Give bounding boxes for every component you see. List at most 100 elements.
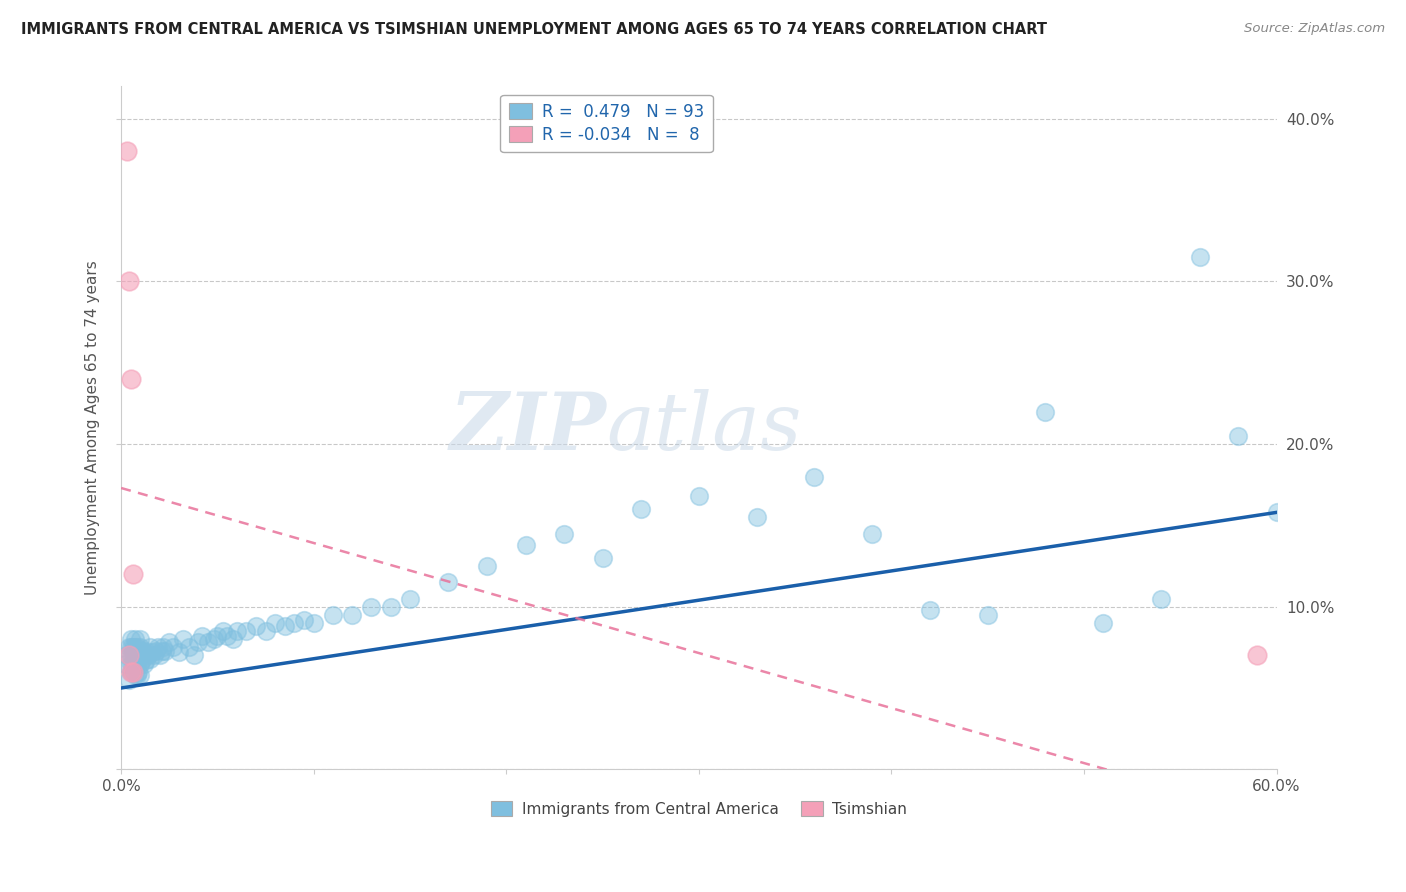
Point [157, 635, 180, 649]
Point [131, 653, 153, 667]
Point [135, 643, 157, 657]
Point [125, 657, 148, 671]
Point [134, 645, 156, 659]
Point [127, 643, 149, 657]
Point [124, 632, 146, 647]
Point [141, 645, 163, 659]
Point [121, 567, 143, 582]
Point [129, 640, 152, 655]
Point [135, 653, 157, 667]
Point [124, 668, 146, 682]
Point [197, 635, 219, 649]
Point [120, 632, 142, 647]
Point [139, 640, 162, 655]
Point [475, 559, 498, 574]
Point [149, 648, 172, 663]
Point [202, 632, 225, 647]
Point [129, 648, 152, 663]
Point [207, 629, 229, 643]
Point [120, 665, 142, 679]
Point [322, 607, 344, 622]
Point [124, 657, 146, 671]
Point [124, 648, 146, 663]
Legend: Immigrants from Central America, Tsimshian: Immigrants from Central America, Tsimshi… [485, 796, 912, 823]
Point [139, 651, 162, 665]
Point [172, 632, 194, 647]
Text: ZIP: ZIP [450, 389, 606, 467]
Text: atlas: atlas [606, 389, 801, 467]
Point [235, 624, 257, 638]
Point [1227, 429, 1250, 443]
Point [146, 640, 169, 655]
Point [145, 643, 167, 657]
Point [129, 668, 152, 682]
Point [688, 489, 710, 503]
Point [118, 640, 141, 655]
Point [125, 668, 148, 682]
Point [1092, 615, 1115, 630]
Point [127, 665, 149, 679]
Point [121, 665, 143, 679]
Point [114, 657, 136, 671]
Point [136, 648, 159, 663]
Point [129, 632, 152, 647]
Point [630, 502, 652, 516]
Point [437, 575, 460, 590]
Text: Source: ZipAtlas.com: Source: ZipAtlas.com [1244, 22, 1385, 36]
Point [976, 607, 998, 622]
Point [121, 657, 143, 671]
Point [162, 640, 184, 655]
Text: IMMIGRANTS FROM CENTRAL AMERICA VS TSIMSHIAN UNEMPLOYMENT AMONG AGES 65 TO 74 YE: IMMIGRANTS FROM CENTRAL AMERICA VS TSIMS… [21, 22, 1047, 37]
Point [745, 510, 768, 524]
Point [124, 640, 146, 655]
Point [125, 640, 148, 655]
Y-axis label: Unemployment Among Ages 65 to 74 years: Unemployment Among Ages 65 to 74 years [86, 260, 100, 595]
Point [803, 469, 825, 483]
Point [222, 632, 245, 647]
Point [167, 645, 190, 659]
Point [292, 613, 315, 627]
Point [380, 599, 402, 614]
Point [1035, 404, 1057, 418]
Point [121, 648, 143, 663]
Point [152, 640, 174, 655]
Point [342, 607, 364, 622]
Point [515, 538, 537, 552]
Point [360, 599, 382, 614]
Point [187, 635, 209, 649]
Point [134, 657, 156, 671]
Point [129, 657, 152, 671]
Point [120, 640, 142, 655]
Point [115, 648, 138, 663]
Point [127, 653, 149, 667]
Point [1246, 648, 1268, 663]
Point [1265, 505, 1288, 519]
Point [120, 372, 142, 386]
Point [254, 624, 277, 638]
Point [131, 643, 153, 657]
Point [553, 526, 575, 541]
Point [121, 665, 143, 679]
Point [125, 648, 148, 663]
Point [245, 619, 267, 633]
Point [918, 603, 941, 617]
Point [191, 629, 214, 643]
Point [142, 648, 165, 663]
Point [115, 145, 138, 159]
Point [1188, 250, 1211, 264]
Point [118, 673, 141, 687]
Point [1150, 591, 1173, 606]
Point [120, 657, 142, 671]
Point [121, 640, 143, 655]
Point [274, 619, 297, 633]
Point [118, 275, 141, 289]
Point [860, 526, 883, 541]
Point [592, 550, 614, 565]
Point [225, 624, 247, 638]
Point [215, 629, 238, 643]
Point [177, 640, 200, 655]
Point [120, 648, 142, 663]
Point [283, 615, 305, 630]
Point [264, 615, 287, 630]
Point [302, 615, 325, 630]
